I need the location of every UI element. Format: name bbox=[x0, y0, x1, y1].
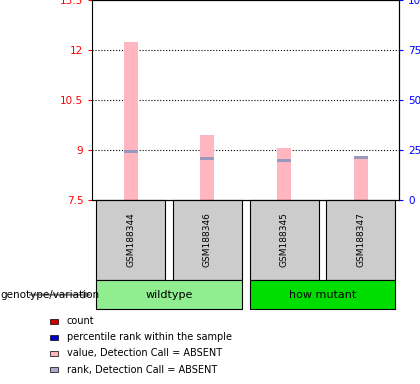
Bar bbox=[249, 280, 395, 309]
Bar bbox=[249, 200, 318, 280]
Text: rank, Detection Call = ABSENT: rank, Detection Call = ABSENT bbox=[67, 364, 217, 375]
Bar bbox=[96, 280, 242, 309]
Bar bbox=[124, 150, 138, 153]
Text: wildtype: wildtype bbox=[145, 290, 193, 300]
Bar bbox=[354, 156, 368, 200]
Bar bbox=[50, 319, 58, 324]
Bar bbox=[200, 157, 214, 160]
Bar bbox=[50, 335, 58, 340]
Text: GSM188347: GSM188347 bbox=[356, 213, 365, 267]
Text: how mutant: how mutant bbox=[289, 290, 356, 300]
Bar bbox=[354, 156, 368, 159]
Bar bbox=[50, 351, 58, 356]
Text: GSM188346: GSM188346 bbox=[203, 213, 212, 267]
Bar bbox=[173, 200, 242, 280]
Bar bbox=[200, 135, 214, 200]
Bar bbox=[50, 367, 58, 372]
Text: value, Detection Call = ABSENT: value, Detection Call = ABSENT bbox=[67, 348, 222, 359]
Text: percentile rank within the sample: percentile rank within the sample bbox=[67, 332, 232, 343]
Bar bbox=[326, 200, 395, 280]
Text: GSM188345: GSM188345 bbox=[280, 213, 289, 267]
Text: genotype/variation: genotype/variation bbox=[0, 290, 99, 300]
Bar bbox=[277, 159, 291, 162]
Bar bbox=[277, 148, 291, 200]
Bar bbox=[96, 200, 165, 280]
Text: count: count bbox=[67, 316, 94, 326]
Text: GSM188344: GSM188344 bbox=[126, 213, 135, 267]
Bar bbox=[124, 41, 138, 200]
